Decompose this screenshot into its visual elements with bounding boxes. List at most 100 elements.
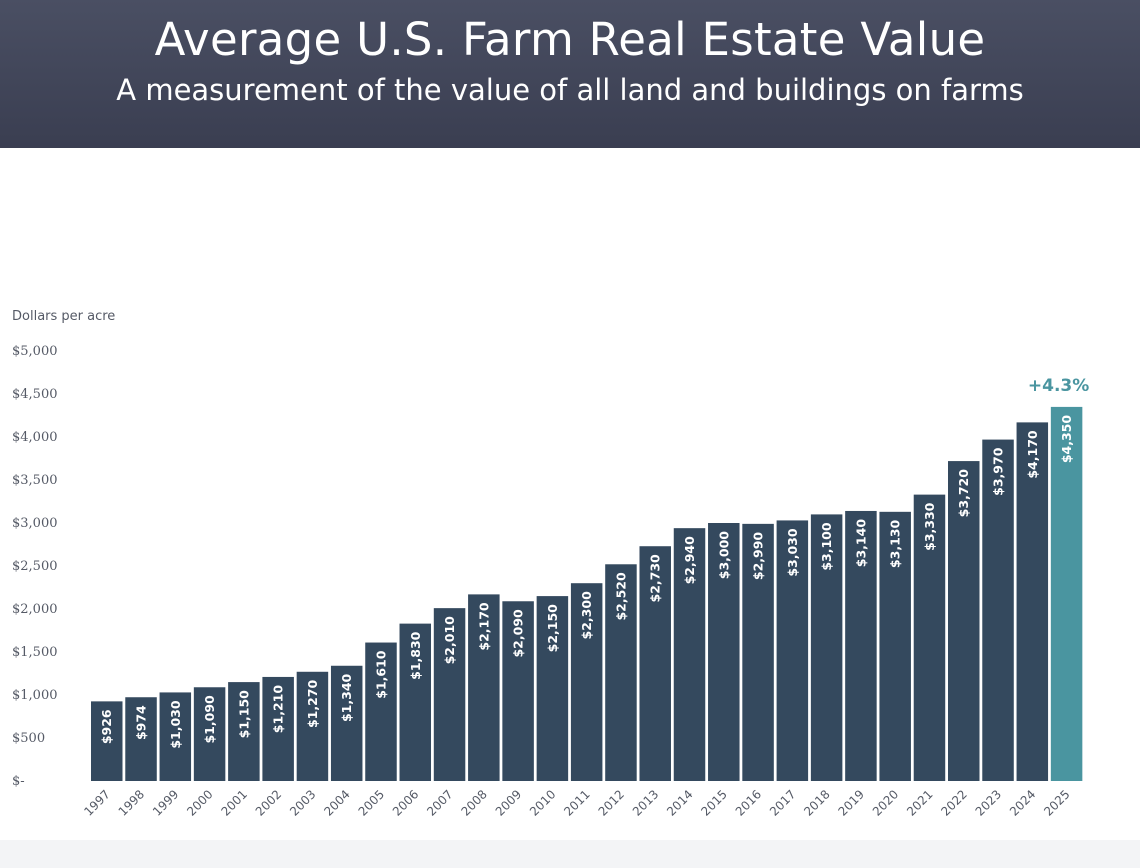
y-tick-label: $500 — [12, 731, 45, 746]
value-label: $3,130 — [888, 520, 903, 569]
bar — [879, 511, 911, 781]
value-label: $2,090 — [511, 609, 526, 658]
x-tick-label: 2001 — [218, 787, 249, 818]
bar — [125, 697, 157, 781]
x-tick-label: 2023 — [973, 787, 1004, 818]
x-tick-label: 2002 — [253, 787, 284, 818]
x-tick-label: 2016 — [733, 787, 764, 818]
chart-title: Average U.S. Farm Real Estate Value — [154, 13, 986, 66]
value-label: $1,090 — [202, 695, 217, 744]
bar — [1050, 406, 1083, 781]
value-label: $3,970 — [991, 447, 1006, 496]
bar — [159, 692, 192, 781]
chart-subtitle: A measurement of the value of all land a… — [116, 73, 1024, 107]
x-tick-label: 2010 — [527, 787, 558, 818]
x-tick-label: 2006 — [390, 787, 421, 818]
bar — [810, 514, 843, 781]
value-label: $3,000 — [716, 531, 731, 580]
bar — [502, 601, 534, 781]
y-tick-label: $4,500 — [12, 387, 58, 402]
y-axis-label: Dollars per acre — [12, 309, 115, 324]
x-tick-label: 2012 — [596, 787, 627, 818]
x-tick-label: 2013 — [630, 787, 661, 818]
value-label: $2,990 — [751, 532, 766, 581]
x-tick-label: 2008 — [458, 787, 489, 818]
value-label: $2,940 — [682, 536, 697, 585]
x-tick-label: 2004 — [321, 787, 352, 818]
value-label: $3,100 — [819, 522, 834, 571]
bar — [536, 596, 569, 781]
x-tick-label: 2019 — [836, 787, 867, 818]
value-label: $974 — [134, 705, 149, 740]
value-label: $1,610 — [373, 650, 388, 699]
y-tick-label: $5,000 — [12, 344, 58, 359]
value-label: $1,150 — [236, 690, 251, 739]
bar — [913, 494, 946, 781]
value-label: $926 — [99, 709, 114, 744]
bar — [948, 461, 980, 781]
value-label: $3,030 — [785, 528, 800, 577]
y-tick-label: $4,000 — [12, 430, 58, 445]
value-label: $4,170 — [1025, 430, 1040, 479]
bar — [433, 608, 466, 781]
x-tick-label: 2025 — [1041, 787, 1072, 818]
value-label: $1,340 — [339, 673, 354, 722]
x-tick-label: 2015 — [698, 787, 729, 818]
y-tick-label: $2,000 — [12, 602, 58, 617]
bar — [296, 671, 329, 781]
bar — [193, 687, 226, 781]
bottom-strip — [0, 840, 1140, 868]
bar — [468, 594, 500, 781]
bar — [776, 520, 809, 781]
y-tick-label: $3,500 — [12, 473, 58, 488]
x-tick-label: 2018 — [801, 787, 832, 818]
x-tick-label: 2005 — [356, 787, 387, 818]
value-label: $2,170 — [476, 602, 491, 651]
value-label: $2,520 — [613, 572, 628, 621]
x-tick-label: 2007 — [424, 787, 455, 818]
value-label: $1,030 — [168, 700, 183, 749]
bar — [742, 523, 774, 781]
value-label: $1,830 — [408, 631, 423, 680]
bar — [570, 583, 603, 781]
y-tick-label: $- — [12, 774, 25, 789]
y-tick-label: $3,000 — [12, 516, 58, 531]
bar — [330, 665, 363, 781]
x-tick-label: 2003 — [287, 787, 318, 818]
bar — [982, 439, 1014, 781]
y-tick-label: $1,000 — [12, 688, 58, 703]
x-tick-label: 2022 — [938, 787, 969, 818]
x-tick-label: 2017 — [767, 787, 798, 818]
value-label: $3,140 — [853, 519, 868, 568]
value-label: $2,300 — [579, 591, 594, 640]
y-tick-label: $1,500 — [12, 645, 58, 660]
value-label: $2,150 — [545, 604, 560, 653]
value-label: $1,210 — [271, 685, 286, 734]
y-tick-label: $2,500 — [12, 559, 58, 574]
bar — [845, 510, 877, 781]
x-tick-label: 2014 — [664, 787, 695, 818]
x-tick-label: 2000 — [184, 787, 215, 818]
x-tick-label: 1997 — [81, 787, 112, 818]
bar — [1016, 422, 1049, 781]
x-tick-label: 2021 — [904, 787, 935, 818]
x-axis: 1997 1998 1999 2000 2001 2002 2003 2004 2005 2006… — [81, 787, 1072, 818]
bar — [639, 546, 671, 781]
bar — [365, 642, 397, 781]
x-tick-label: 2011 — [561, 787, 592, 818]
value-label: $1,270 — [305, 679, 320, 728]
x-tick-label: 1999 — [150, 787, 181, 818]
bar — [605, 564, 637, 781]
bar — [708, 523, 740, 781]
bars: $926 $974 $1,030 $1,090 $1,150 $1,210 $1,270 $1… — [91, 376, 1089, 781]
value-label: $2,010 — [442, 616, 457, 665]
title-banner: Average U.S. Farm Real Estate Value A me… — [0, 0, 1140, 148]
x-tick-label: 2024 — [1007, 787, 1038, 818]
change-annotation: +4.3% — [1028, 376, 1089, 396]
bar — [91, 701, 123, 781]
value-label: $3,330 — [922, 502, 937, 551]
value-label: $2,730 — [648, 554, 663, 603]
bar — [673, 528, 706, 781]
bar — [262, 676, 294, 781]
